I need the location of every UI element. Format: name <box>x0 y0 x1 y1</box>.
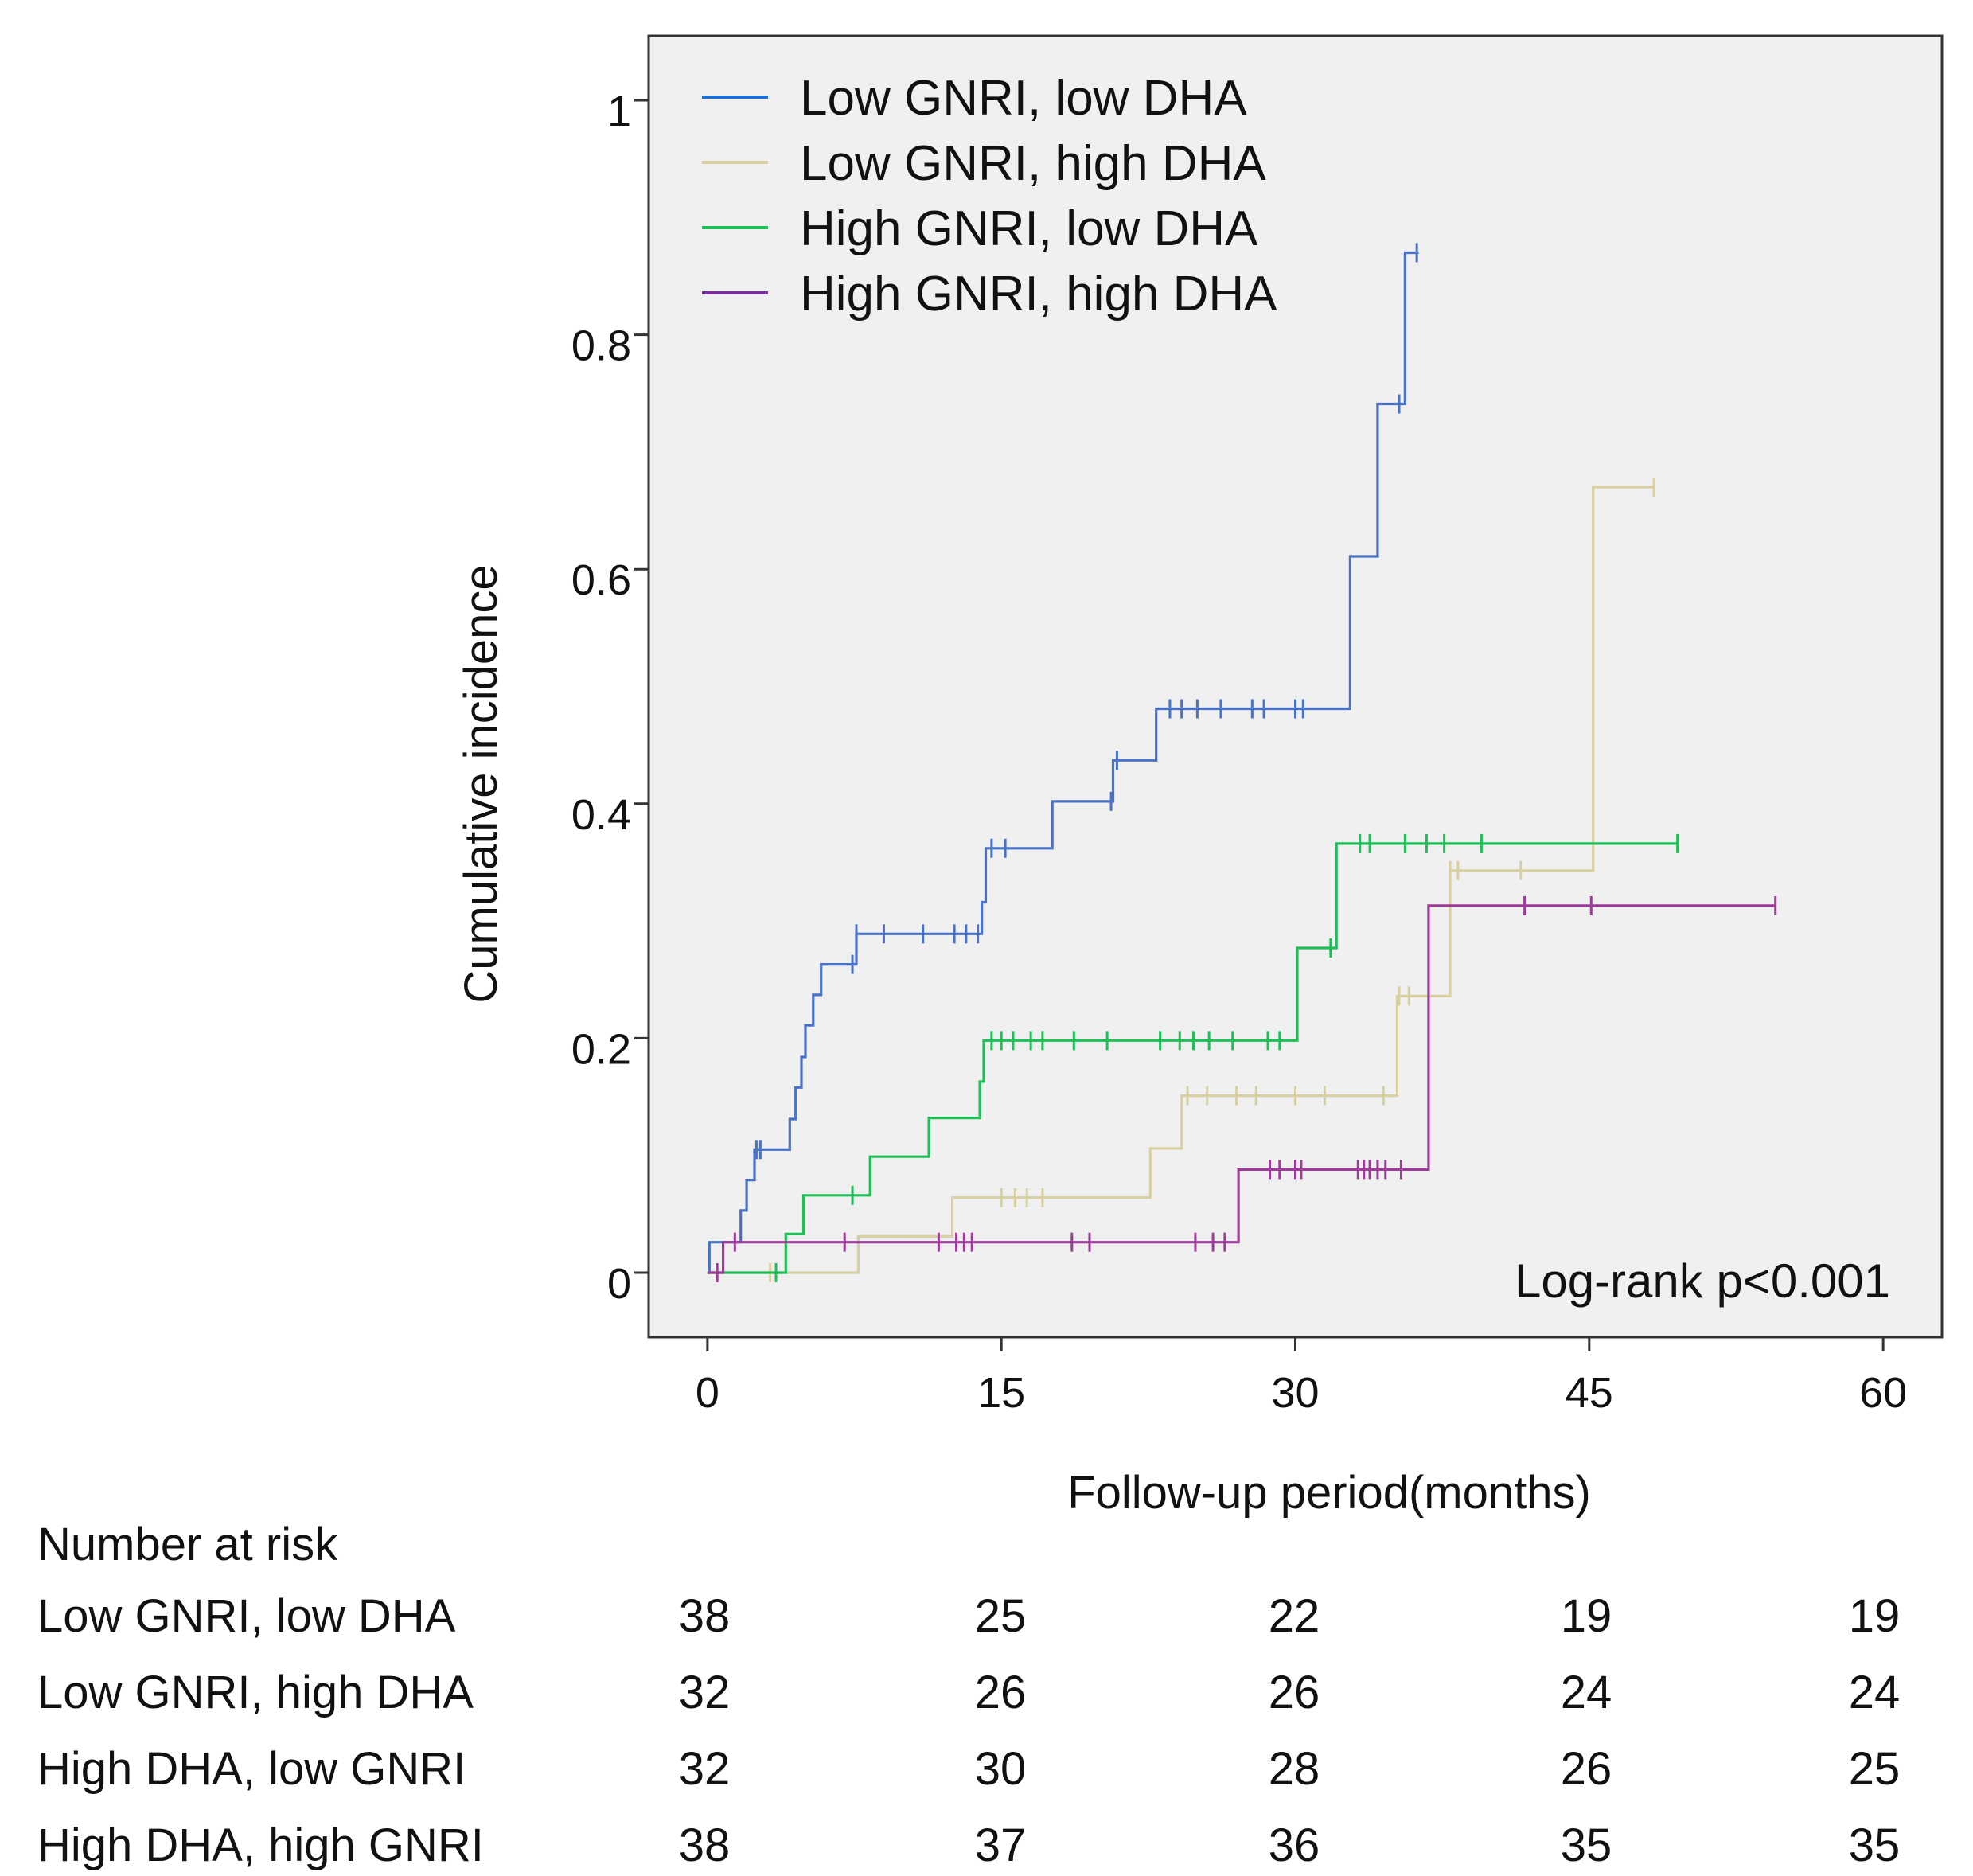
risk-row: High DHA, high GNRI 38 37 36 35 35 <box>37 1819 1900 1871</box>
y-tick-label: 0 <box>607 1260 631 1308</box>
risk-table-title: Number at risk <box>37 1519 338 1570</box>
x-tick-label: 30 <box>1271 1369 1319 1417</box>
y-tick-label: 0.4 <box>571 791 631 839</box>
risk-row: Low GNRI, low DHA 38 25 22 19 19 <box>37 1590 1900 1642</box>
risk-row-label: Low GNRI, high DHA <box>37 1667 474 1718</box>
risk-value: 26 <box>1561 1743 1612 1795</box>
risk-value: 22 <box>1269 1590 1320 1642</box>
risk-value: 38 <box>679 1590 731 1642</box>
risk-value: 32 <box>679 1667 731 1718</box>
plot-background <box>647 34 1944 1339</box>
series-layer <box>707 243 1777 1282</box>
legend: Low GNRI, low DHA Low GNRI, high DHA High … <box>702 71 1277 322</box>
risk-value: 28 <box>1269 1743 1320 1795</box>
x-axis: 0 15 30 45 60 <box>696 1337 1907 1417</box>
x-tick-label: 60 <box>1859 1369 1907 1417</box>
legend-item: High GNRI, high DHA <box>702 267 1277 322</box>
series-4 <box>707 895 1777 1282</box>
x-tick-label: 15 <box>977 1369 1025 1417</box>
risk-value: 38 <box>679 1819 731 1871</box>
risk-value: 37 <box>975 1819 1027 1871</box>
legend-item: Low GNRI, high DHA <box>702 136 1266 191</box>
risk-value: 25 <box>1849 1743 1901 1795</box>
legend-item: High GNRI, low DHA <box>702 201 1258 256</box>
legend-item: Low GNRI, low DHA <box>702 71 1247 126</box>
y-tick-label: 1 <box>607 88 631 135</box>
risk-table: Number at risk Low GNRI, low DHA 38 25 22 19… <box>37 1519 1900 1871</box>
y-axis: 0 0.2 0.4 0.6 0.8 1 <box>571 88 649 1308</box>
risk-row: High DHA, low GNRI 32 30 28 26 25 <box>37 1743 1900 1795</box>
risk-value: 32 <box>679 1743 731 1795</box>
risk-value: 25 <box>975 1590 1027 1642</box>
legend-label: Low GNRI, high DHA <box>800 136 1266 191</box>
x-tick-label: 0 <box>696 1369 719 1417</box>
risk-value: 30 <box>975 1743 1027 1795</box>
risk-row: Low GNRI, high DHA 32 26 26 24 24 <box>37 1667 1900 1718</box>
series-3 <box>707 833 1679 1282</box>
x-tick-label: 45 <box>1566 1369 1613 1417</box>
log-rank-annotation: Log-rank p<0.001 <box>1515 1254 1890 1308</box>
risk-row-label: Low GNRI, low DHA <box>37 1590 456 1642</box>
risk-row-label: High DHA, high GNRI <box>37 1819 484 1871</box>
risk-value: 26 <box>975 1667 1027 1718</box>
y-tick-label: 0.8 <box>571 322 631 370</box>
legend-label: High GNRI, low DHA <box>800 201 1258 256</box>
risk-value: 19 <box>1561 1590 1612 1642</box>
risk-row-label: High DHA, low GNRI <box>37 1743 466 1795</box>
series-line <box>707 904 1776 1274</box>
risk-value: 19 <box>1849 1590 1901 1642</box>
legend-label: Low GNRI, low DHA <box>800 71 1247 126</box>
y-tick-label: 0.6 <box>571 556 631 604</box>
series-1 <box>707 243 1419 1274</box>
risk-value: 36 <box>1269 1819 1320 1871</box>
risk-value: 26 <box>1269 1667 1320 1718</box>
y-tick-label: 0.2 <box>571 1025 631 1073</box>
risk-value: 24 <box>1849 1667 1901 1718</box>
risk-value: 35 <box>1561 1819 1612 1871</box>
risk-value: 35 <box>1849 1819 1901 1871</box>
legend-label: High GNRI, high DHA <box>800 267 1277 322</box>
risk-value: 24 <box>1561 1667 1612 1718</box>
series-line <box>707 486 1655 1274</box>
x-axis-title: Follow-up period(months) <box>1067 1467 1591 1519</box>
series-line <box>707 842 1678 1274</box>
y-axis-title: Cumulative incidence <box>455 564 507 1003</box>
